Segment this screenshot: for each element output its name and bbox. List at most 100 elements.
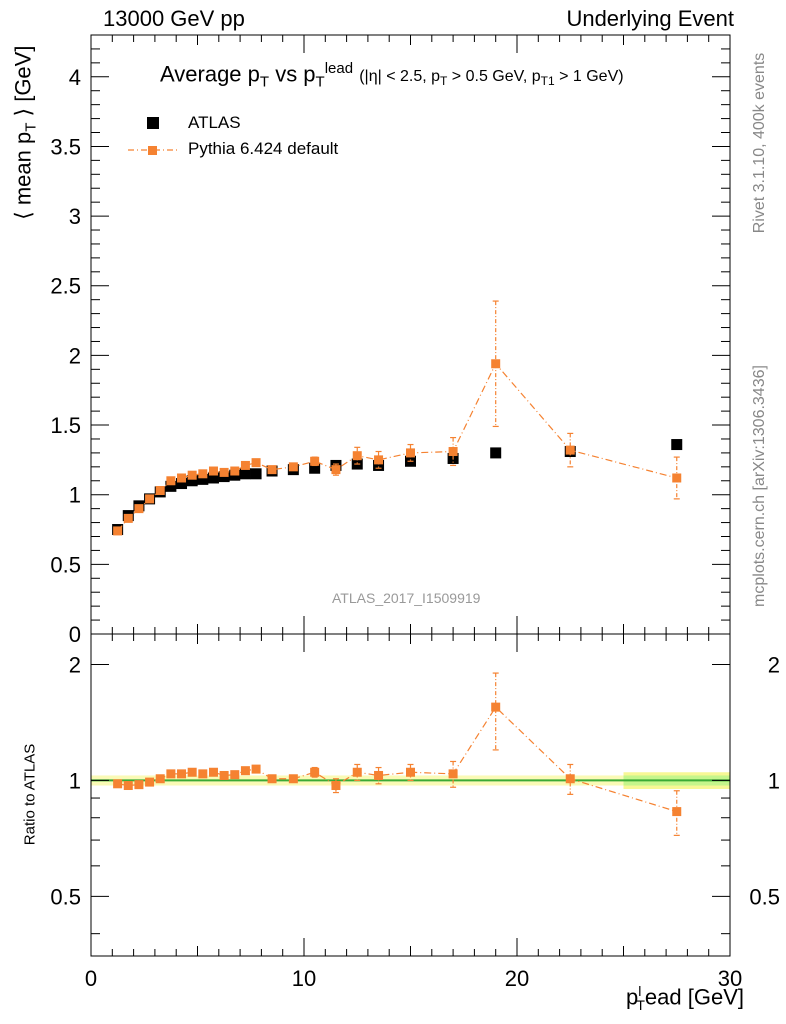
ratio-y-tick-label-right: 1 [768, 768, 780, 793]
ylabel-pre: ⟨ mean p [10, 131, 36, 220]
analysis-watermark: ATLAS_2017_I1509919 [332, 590, 481, 606]
title-cuts-sub2: T1 [540, 74, 555, 89]
xlabel-sub: T [636, 996, 645, 1013]
ratio-series-line [117, 706, 677, 813]
title-vs-sub: T [315, 73, 325, 91]
title-cuts-b: > 0.5 GeV, p [447, 68, 541, 86]
xlabel-p: p [625, 984, 639, 1010]
ratio-y-tick-label: 1 [69, 768, 81, 793]
pythia-data-point [331, 465, 341, 475]
ratio-y-tick-label-right: 2 [768, 652, 780, 677]
ratio-y-tick-label-right: 0.5 [749, 884, 780, 909]
legend-pythia-label: Pythia 6.424 default [188, 139, 339, 158]
legend-atlas-marker [147, 117, 159, 129]
ratio-data-point [672, 807, 682, 817]
ratio-data-point [374, 770, 384, 780]
atlas-data-point [309, 462, 321, 474]
pythia-data-point [219, 467, 229, 477]
ratio-data-point [352, 767, 362, 777]
xlabel-sup: l [638, 983, 642, 999]
ratio-data-point [491, 702, 501, 712]
pythia-data-point [374, 455, 384, 465]
ratio-data-point [113, 779, 123, 789]
ratio-data-point [219, 770, 229, 780]
main-y-tick-label: 1.5 [50, 413, 81, 438]
title-main-sub: T [259, 73, 270, 91]
main-y-tick-label: 3.5 [50, 134, 81, 159]
ratio-data-point [240, 766, 250, 776]
pythia-data-point [134, 504, 144, 514]
x-tick-label: 20 [505, 966, 529, 991]
side-rivet-note: Rivet 3.1.10, 400k events [751, 52, 768, 234]
atlas-data-point [671, 439, 683, 451]
pythia-data-point [491, 359, 501, 369]
side-mcplots-note: mcplots.cern.ch [arXiv:1306.3436] [751, 365, 768, 607]
main-y-tick-label: 2 [69, 343, 81, 368]
ratio-data-point [123, 781, 133, 791]
title-vs: vs p [269, 61, 316, 87]
ratio-data-point [177, 769, 187, 779]
x-tick-label: 10 [292, 966, 316, 991]
ratio-data-point [145, 777, 155, 787]
ratio-y-tick-label: 2 [69, 652, 81, 677]
atlas-data-point [239, 468, 251, 480]
pythia-data-point [565, 445, 575, 455]
pythia-data-point [406, 448, 415, 458]
title-main: Average p [160, 61, 260, 87]
title-cuts-sub1: T [440, 74, 448, 89]
pythia-data-point [288, 462, 298, 472]
title-cuts-a: (|η| < 2.5, p [359, 68, 441, 86]
ratio-y-axis-label: Ratio to ATLAS [21, 743, 39, 846]
ratio-data-point [166, 769, 176, 779]
ratio-data-point [310, 767, 320, 777]
pythia-data-point [251, 458, 261, 468]
ratio-data-point [187, 767, 197, 777]
atlas-data-point [186, 475, 198, 487]
x-tick-label: 0 [85, 966, 97, 991]
main-y-tick-label: 3 [69, 204, 81, 229]
pythia-data-point [230, 466, 240, 476]
main-y-tick-label: 2.5 [50, 274, 81, 299]
pythia-data-point [240, 460, 250, 470]
atlas-data-point [207, 472, 219, 484]
ratio-data-point [288, 774, 298, 784]
atlas-data-point [197, 473, 209, 485]
main-y-tick-label: 0.5 [50, 552, 81, 577]
title-cuts-c: > 1 GeV) [554, 68, 624, 86]
atlas-data-point [165, 480, 177, 492]
pythia-data-point [113, 526, 123, 536]
ylabel-sub: T [22, 122, 40, 132]
pythia-data-point [166, 476, 176, 486]
ylabel-post: ⟩ [GeV] [10, 45, 36, 123]
atlas-data-point [373, 459, 385, 471]
main-y-tick-label: 4 [69, 65, 81, 90]
pythia-data-point [123, 513, 133, 523]
pythia-data-point [310, 456, 320, 466]
main-plot-frame [90, 34, 731, 635]
pythia-data-point [672, 473, 682, 483]
pythia-data-point [198, 469, 208, 479]
atlas-data-point [176, 478, 188, 490]
pythia-data-point [267, 465, 277, 475]
pythia-data-point [177, 473, 187, 483]
header-left-label: 13000 GeV pp [103, 6, 245, 31]
ratio-data-point [230, 770, 240, 780]
pythia-series-line [117, 362, 677, 532]
main-y-axis-label: ⟨ mean pT ⟩ [GeV] [10, 13, 39, 253]
title-cuts: (|η| < 2.5, pT > 0.5 GeV, pT1 > 1 GeV) [359, 68, 624, 88]
legend-atlas-label: ATLAS [188, 113, 241, 132]
pythia-data-point [208, 466, 218, 476]
pythia-data-point [448, 447, 458, 457]
ratio-data-point [134, 780, 144, 790]
title-vs-sup: lead [324, 60, 354, 77]
x-axis-label: plTead [GeV] [626, 983, 744, 1013]
plot-title: Average pT vs pTlead (|η| < 2.5, pT > 0.… [160, 60, 624, 91]
ratio-data-point [155, 774, 165, 784]
ratio-data-point [267, 774, 277, 784]
xlabel-post: ead [GeV] [644, 984, 744, 1010]
pythia-data-point [145, 494, 155, 504]
ratio-data-point [565, 774, 575, 784]
ratio-data-point [208, 767, 218, 777]
ratio-data-point [198, 769, 208, 779]
